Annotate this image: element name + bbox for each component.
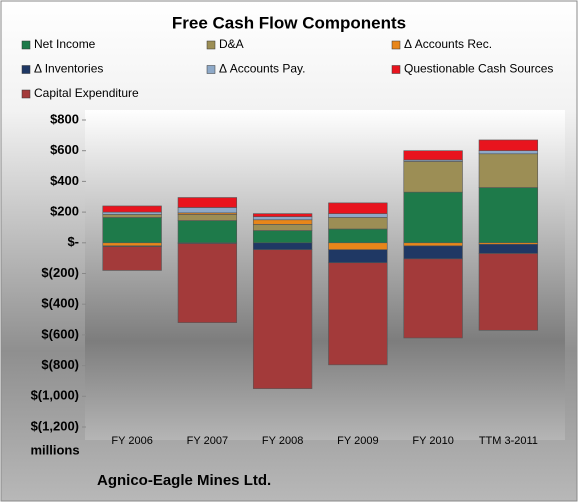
y-tick-label: $(1,000) xyxy=(31,388,79,403)
y-tick-label: $(1,200) xyxy=(31,418,79,433)
x-tick-label: FY 2008 xyxy=(262,435,303,447)
legend-swatch xyxy=(391,40,401,50)
bar-segment xyxy=(328,249,388,264)
y-tick-label: $(600) xyxy=(41,326,79,341)
bar-segment xyxy=(328,217,388,230)
legend-label: Δ Accounts Rec. xyxy=(404,37,492,51)
x-tick-label: FY 2009 xyxy=(337,435,378,447)
bar-segment xyxy=(478,244,539,254)
y-tick-label: $- xyxy=(67,234,79,249)
bar-segment xyxy=(102,205,162,213)
bar-segment xyxy=(328,202,388,214)
x-tick-label: FY 2007 xyxy=(187,435,228,447)
legend-label: Capital Expenditure xyxy=(34,86,139,100)
bar-segment xyxy=(252,216,313,221)
bar-segment xyxy=(252,242,313,251)
y-tick-label: $400 xyxy=(50,173,79,188)
y-unit: millions xyxy=(30,442,79,457)
bar-segment xyxy=(478,150,539,155)
bar-segment xyxy=(177,220,238,244)
y-tick-label: $(200) xyxy=(41,265,79,280)
legend-swatch xyxy=(21,65,31,74)
bar-segment xyxy=(403,258,463,339)
bar-segment xyxy=(252,219,313,225)
y-tick-label: $(800) xyxy=(41,357,79,372)
bar-segment xyxy=(403,161,463,193)
bar-segment xyxy=(102,217,162,244)
legend-label: Δ Accounts Pay. xyxy=(219,62,306,76)
legend-swatch xyxy=(391,65,401,74)
bar-segment xyxy=(403,150,463,161)
bar-segment xyxy=(177,197,238,208)
y-tick-label: $600 xyxy=(50,142,79,157)
bar-segment xyxy=(403,245,463,260)
bar-segment xyxy=(478,139,539,152)
y-tick-label: $800 xyxy=(50,111,79,126)
y-tick-label: $200 xyxy=(50,204,79,219)
legend-label: Δ Inventories xyxy=(34,62,103,76)
bar-segment xyxy=(252,230,313,244)
bar-segment xyxy=(252,224,313,231)
bar-segment xyxy=(403,191,463,244)
legend-label: D&A xyxy=(219,37,244,51)
bar-segment xyxy=(403,242,463,247)
legend-label: Net Income xyxy=(34,37,96,51)
bar-segment xyxy=(102,242,162,247)
bar-segment xyxy=(478,187,539,244)
bar-segment xyxy=(252,249,313,389)
bar-segment xyxy=(328,262,388,366)
legend-swatch xyxy=(21,89,31,99)
y-tick-label: $(400) xyxy=(41,296,79,311)
bar-segment xyxy=(177,207,238,214)
bar-segment xyxy=(177,214,238,221)
bar-segment xyxy=(328,228,388,244)
company-name: Agnico-Eagle Mines Ltd. xyxy=(97,472,271,489)
chart-title: Free Cash Flow Components xyxy=(172,13,406,32)
bar-segment xyxy=(102,246,162,271)
bar-segment xyxy=(102,211,162,215)
bar-segment xyxy=(478,153,539,188)
bar-segment xyxy=(328,213,388,218)
x-tick-label: FY 2010 xyxy=(412,435,453,447)
legend-swatch xyxy=(206,65,216,74)
bar-segment xyxy=(478,253,539,331)
legend-swatch xyxy=(206,40,216,50)
x-tick-label: TTM 3-2011 xyxy=(479,435,538,447)
bar-segment xyxy=(177,243,238,323)
legend-label: Questionable Cash Sources xyxy=(404,62,553,76)
bar-segment xyxy=(102,214,162,218)
bar-segment xyxy=(252,213,313,218)
legend-swatch xyxy=(21,40,31,50)
x-tick-label: FY 2006 xyxy=(111,435,152,447)
bar-segment xyxy=(328,242,388,251)
